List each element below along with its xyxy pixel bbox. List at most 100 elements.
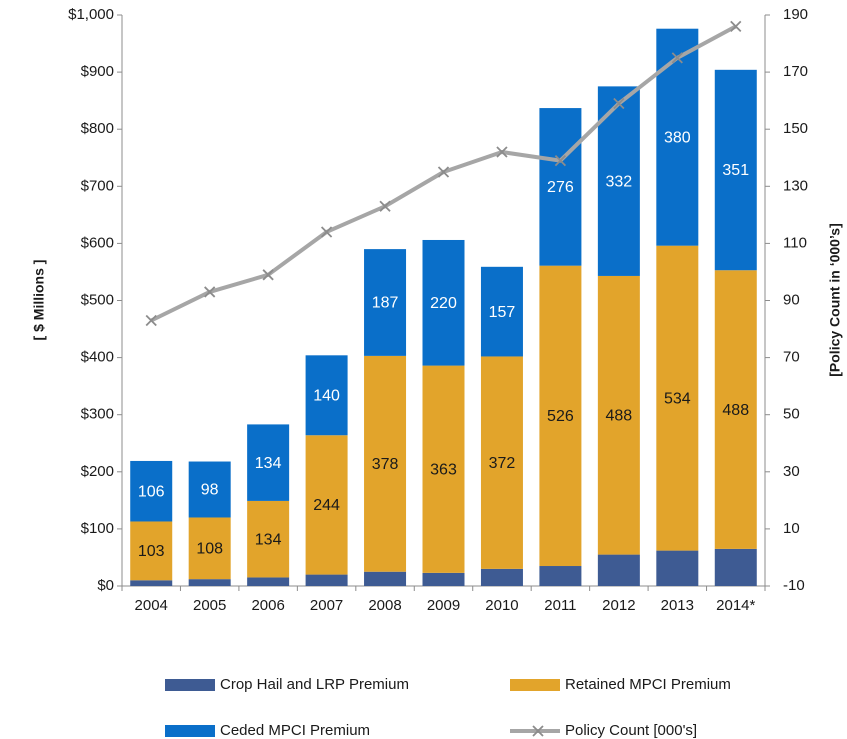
x-tick-label: 2005 [193,597,226,614]
bar-segment [714,270,757,549]
bar-segment [364,571,407,586]
data-label: 157 [489,304,516,321]
y-tick-label: $200 [81,463,114,480]
x-tick-label: 2008 [368,597,401,614]
y-tick-label: $1,000 [68,6,114,23]
y2-tick-label: 130 [783,177,808,194]
line-marker [145,314,157,327]
line-marker [671,52,683,64]
y2-tick-label: -10 [783,577,805,594]
data-label: 187 [372,295,399,312]
y2-tick-label: 10 [783,520,800,537]
bar-segment [714,69,757,271]
bar-segment [364,249,407,356]
line-marker [554,154,567,167]
y2-tick-label: 70 [783,349,800,366]
bar-segment [422,365,465,573]
bar-segment [130,580,173,586]
data-label: 103 [138,543,165,560]
y-tick-label: $800 [81,120,114,137]
y2-tick-label: 190 [783,6,808,23]
bar-segment [656,550,699,586]
y2-axis-label: [Policy Count in ‘000’s] [827,223,843,377]
bar-segment [305,355,348,436]
y-tick-label: $100 [81,520,114,537]
line-marker [496,146,508,158]
bar-segment [247,577,290,586]
x-tick-label: 2006 [251,597,284,614]
bar-segment [714,548,757,586]
x-tick-label: 2011 [544,597,576,614]
bar-segment [422,239,465,366]
bar-segment [656,28,699,246]
bar-segment [305,574,348,586]
bar-segment [539,566,582,586]
bar-segment [656,245,699,551]
bar-segment [364,355,407,572]
bar-segment [480,356,523,569]
data-label: 134 [255,455,282,472]
bar-segment [305,435,348,575]
y-tick-label: $500 [81,291,114,308]
y-tick-label: $300 [81,406,114,423]
bar-segment [422,572,465,586]
bar-segment [539,265,582,567]
data-label: 526 [547,408,574,425]
legend-label: Crop Hail and LRP Premium [220,676,409,693]
legend-swatch [510,679,560,691]
bar-segment [247,424,290,501]
line-marker [613,97,625,110]
data-label: 98 [201,482,219,499]
y2-tick-label: 30 [783,463,800,480]
data-label: 220 [430,295,457,312]
data-label: 244 [313,497,340,514]
bar-segment [480,568,523,586]
data-label: 140 [313,388,340,405]
bar-segment [247,500,290,578]
bar-segment [597,554,640,586]
bar-segment [480,266,523,357]
y-tick-label: $700 [81,177,114,194]
line-marker [204,286,216,298]
x-tick-label: 2014* [716,597,755,614]
legend-label: Ceded MPCI Premium [220,722,370,739]
y2-tick-label: 110 [783,234,807,251]
data-label: 363 [430,461,457,478]
legend-swatch [165,679,215,691]
legend-label: Policy Count [000's] [565,722,697,739]
data-label: 488 [722,402,749,419]
y2-tick-label: 170 [783,63,808,80]
y-tick-label: $400 [81,349,114,366]
data-label: 134 [255,531,282,548]
y-axis-label: [ $ Millions ] [31,260,47,341]
y2-tick-label: 150 [783,120,808,137]
legend-swatch [165,725,215,737]
data-label: 372 [489,455,516,472]
line-marker [379,200,391,212]
data-label: 351 [722,162,749,179]
line-marker [320,226,333,238]
y2-tick-label: 90 [783,291,800,308]
x-tick-label: 2010 [485,597,518,614]
y-tick-label: $900 [81,63,114,80]
bar-segment [188,579,231,586]
bar-segment [188,461,231,518]
x-tick-label: 2009 [427,597,460,614]
bar-segment [597,275,640,555]
data-label: 488 [606,407,633,424]
x-tick-label: 2004 [135,597,168,614]
bar-segment [130,521,173,581]
x-tick-label: 2013 [661,597,694,614]
legend-label: Retained MPCI Premium [565,676,731,693]
legend-marker [532,725,544,737]
y-tick-label: $0 [97,577,114,594]
data-label: 276 [547,179,574,196]
line-marker [262,269,274,281]
data-label: 108 [196,541,223,558]
line-marker [437,166,450,178]
data-label: 106 [138,483,165,500]
y2-tick-label: 50 [783,406,800,423]
data-label: 380 [664,129,691,146]
data-label: 332 [606,173,633,190]
